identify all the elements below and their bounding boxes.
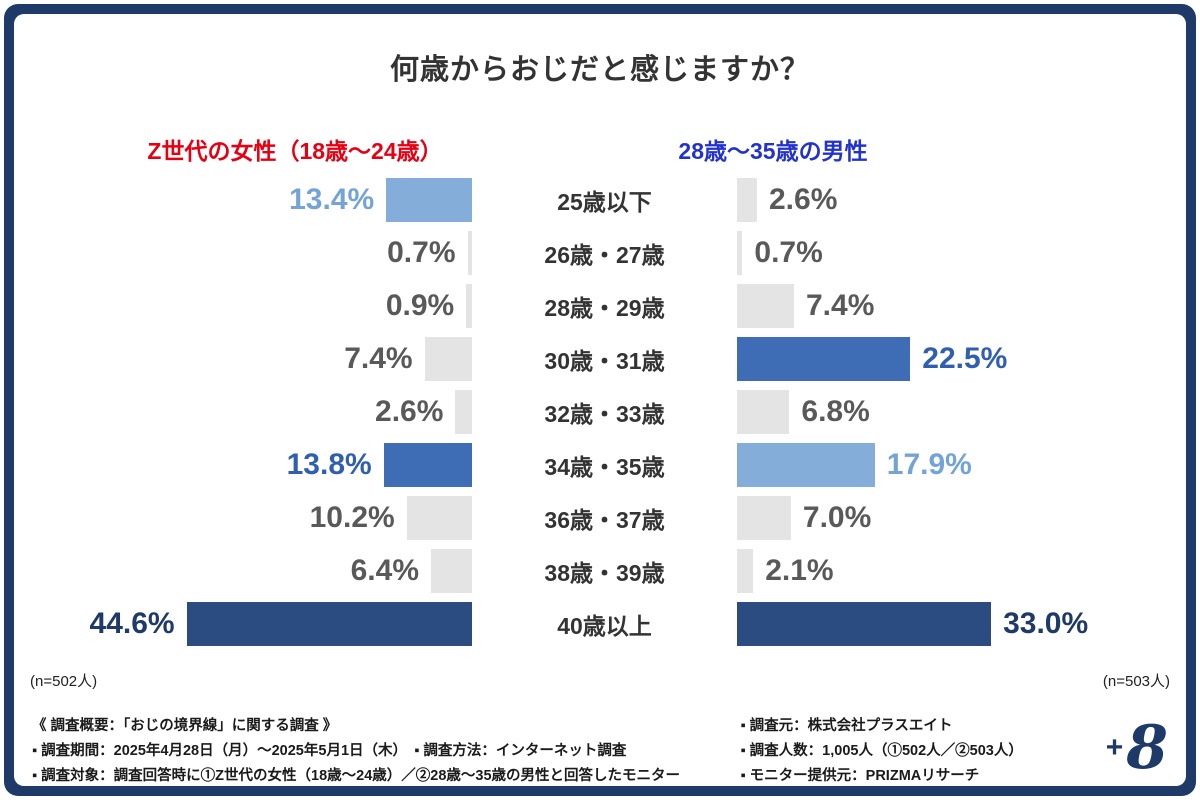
left-bar-zone: 0.7% <box>14 231 472 275</box>
bar-left <box>186 602 472 646</box>
bar-left <box>466 284 472 328</box>
bar-left <box>467 231 472 275</box>
category-label: 26歳・27歳 <box>544 242 665 268</box>
chart-row: 2.6% 32歳・33歳 6.8% <box>14 390 1186 434</box>
bar-left <box>455 390 472 434</box>
bar-left <box>424 337 472 381</box>
bar-right <box>737 602 992 646</box>
chart-row: 44.6% 40歳以上 33.0% <box>14 602 1186 646</box>
value-label-right: 7.4% <box>806 289 875 322</box>
survey-period-method: ▪ 調査期間：2025年4月28日（月）〜2025年5月1日（木） ▪ 調査方法… <box>32 742 627 759</box>
survey-provider: ▪ モニター提供元：PRIZMAリサーチ <box>740 767 980 784</box>
bar-right <box>737 496 791 540</box>
left-n-label: (n=502人) <box>30 673 98 690</box>
value-label-left: 13.8% <box>286 448 372 481</box>
bar-left <box>406 496 472 540</box>
value-label-right: 6.8% <box>801 395 870 428</box>
left-group-label: Z世代の女性（18歳〜24歳） <box>147 138 443 164</box>
left-bar-zone: 13.8% <box>14 443 472 487</box>
chart-card: 何歳からおじだと感じますか？ Z世代の女性（18歳〜24歳） 28歳〜35歳の男… <box>14 14 1186 786</box>
sample-size-row: (n=502人) (n=503人) <box>30 670 1170 691</box>
value-label-right: 17.9% <box>886 448 972 481</box>
value-label-right: 0.7% <box>754 236 823 269</box>
right-bar-zone: 6.8% <box>737 390 1186 434</box>
chart-row: 13.4% 25歳以下 2.6% <box>14 178 1186 222</box>
bar-left <box>383 443 472 487</box>
value-label-left: 13.4% <box>289 183 375 216</box>
value-label-left: 7.4% <box>344 342 413 375</box>
value-label-right: 22.5% <box>922 342 1008 375</box>
bar-right <box>737 231 743 275</box>
left-bar-zone: 10.2% <box>14 496 472 540</box>
chart-row: 10.2% 36歳・37歳 7.0% <box>14 496 1186 540</box>
category-label: 32歳・33歳 <box>544 401 665 427</box>
chart-row: 0.9% 28歳・29歳 7.4% <box>14 284 1186 328</box>
right-group-label: 28歳〜35歳の男性 <box>678 138 868 164</box>
bar-right <box>737 390 790 434</box>
value-label-left: 44.6% <box>89 607 175 640</box>
value-label-right: 2.1% <box>765 554 834 587</box>
right-bar-zone: 17.9% <box>737 443 1186 487</box>
survey-source-block: ▪ 調査元：株式会社プラスエイト ▪ 調査人数：1,005人（①502人／②50… <box>741 714 1071 789</box>
group-labels-row: Z世代の女性（18歳〜24歳） 28歳〜35歳の男性 <box>14 132 1186 166</box>
bar-right <box>737 284 794 328</box>
category-label: 38歳・39歳 <box>544 560 665 586</box>
value-label-left: 2.6% <box>375 395 444 428</box>
right-bar-zone: 0.7% <box>737 231 1186 275</box>
left-bar-zone: 2.6% <box>14 390 472 434</box>
category-label: 34歳・35歳 <box>544 454 665 480</box>
category-label: 25歳以下 <box>557 189 652 215</box>
category-label: 40歳以上 <box>557 613 652 639</box>
category-label: 30歳・31歳 <box>544 348 665 374</box>
chart-row: 6.4% 38歳・39歳 2.1% <box>14 549 1186 593</box>
plus8-logo-eight: 8 <box>1126 713 1168 783</box>
value-label-right: 2.6% <box>769 183 838 216</box>
category-label: 28歳・29歳 <box>544 295 665 321</box>
left-bar-zone: 44.6% <box>14 602 472 646</box>
survey-overview-block: 《 調査概要：「おじの境界線」に関する調査 》 ▪ 調査期間：2025年4月28… <box>32 714 727 789</box>
left-bar-zone: 6.4% <box>14 549 472 593</box>
bar-right <box>737 337 911 381</box>
right-n-label: (n=503人) <box>1102 673 1170 690</box>
survey-source: ▪ 調査元：株式会社プラスエイト <box>740 718 953 734</box>
value-label-left: 10.2% <box>309 501 395 534</box>
bar-left <box>431 549 472 593</box>
value-label-left: 0.7% <box>387 236 456 269</box>
value-label-right: 33.0% <box>1003 607 1089 640</box>
chart-row: 7.4% 30歳・31歳 22.5% <box>14 337 1186 381</box>
survey-target: ▪ 調査対象：調査回答時に①Z世代の女性（18歳〜24歳）／②28歳〜35歳の男… <box>32 767 681 784</box>
page-title: 何歳からおじだと感じますか？ <box>389 54 810 86</box>
right-bar-zone: 33.0% <box>737 602 1186 646</box>
left-bar-zone: 13.4% <box>14 178 472 222</box>
bar-left <box>386 178 472 222</box>
right-bar-zone: 22.5% <box>737 337 1186 381</box>
category-label: 36歳・37歳 <box>544 507 665 533</box>
plus8-logo-plus: + <box>1105 731 1124 764</box>
right-bar-zone: 7.0% <box>737 496 1186 540</box>
left-bar-zone: 7.4% <box>14 337 472 381</box>
right-bar-zone: 2.1% <box>737 549 1186 593</box>
chart-row: 0.7% 26歳・27歳 0.7% <box>14 231 1186 275</box>
left-bar-zone: 0.9% <box>14 284 472 328</box>
plus8-logo: + 8 <box>1084 718 1168 778</box>
butterfly-chart: 13.4% 25歳以下 2.6% 0.7% 26歳・27歳 0.7% 0.9% 28歳・29歳… <box>14 178 1186 655</box>
right-bar-zone: 7.4% <box>737 284 1186 328</box>
value-label-left: 0.9% <box>385 289 455 322</box>
bar-right <box>737 443 875 487</box>
survey-overview-title: 《 調査概要：「おじの境界線」に関する調査 》 <box>32 718 338 734</box>
survey-count: ▪ 調査人数：1,005人（①502人／②503人） <box>740 742 1023 759</box>
value-label-left: 6.4% <box>350 554 419 587</box>
value-label-right: 7.0% <box>802 501 872 534</box>
bar-right <box>737 549 754 593</box>
right-bar-zone: 2.6% <box>737 178 1186 222</box>
chart-row: 13.8% 34歳・35歳 17.9% <box>14 443 1186 487</box>
bar-right <box>737 178 757 222</box>
footer: 《 調査概要：「おじの境界線」に関する調査 》 ▪ 調査期間：2025年4月28… <box>32 714 1168 789</box>
